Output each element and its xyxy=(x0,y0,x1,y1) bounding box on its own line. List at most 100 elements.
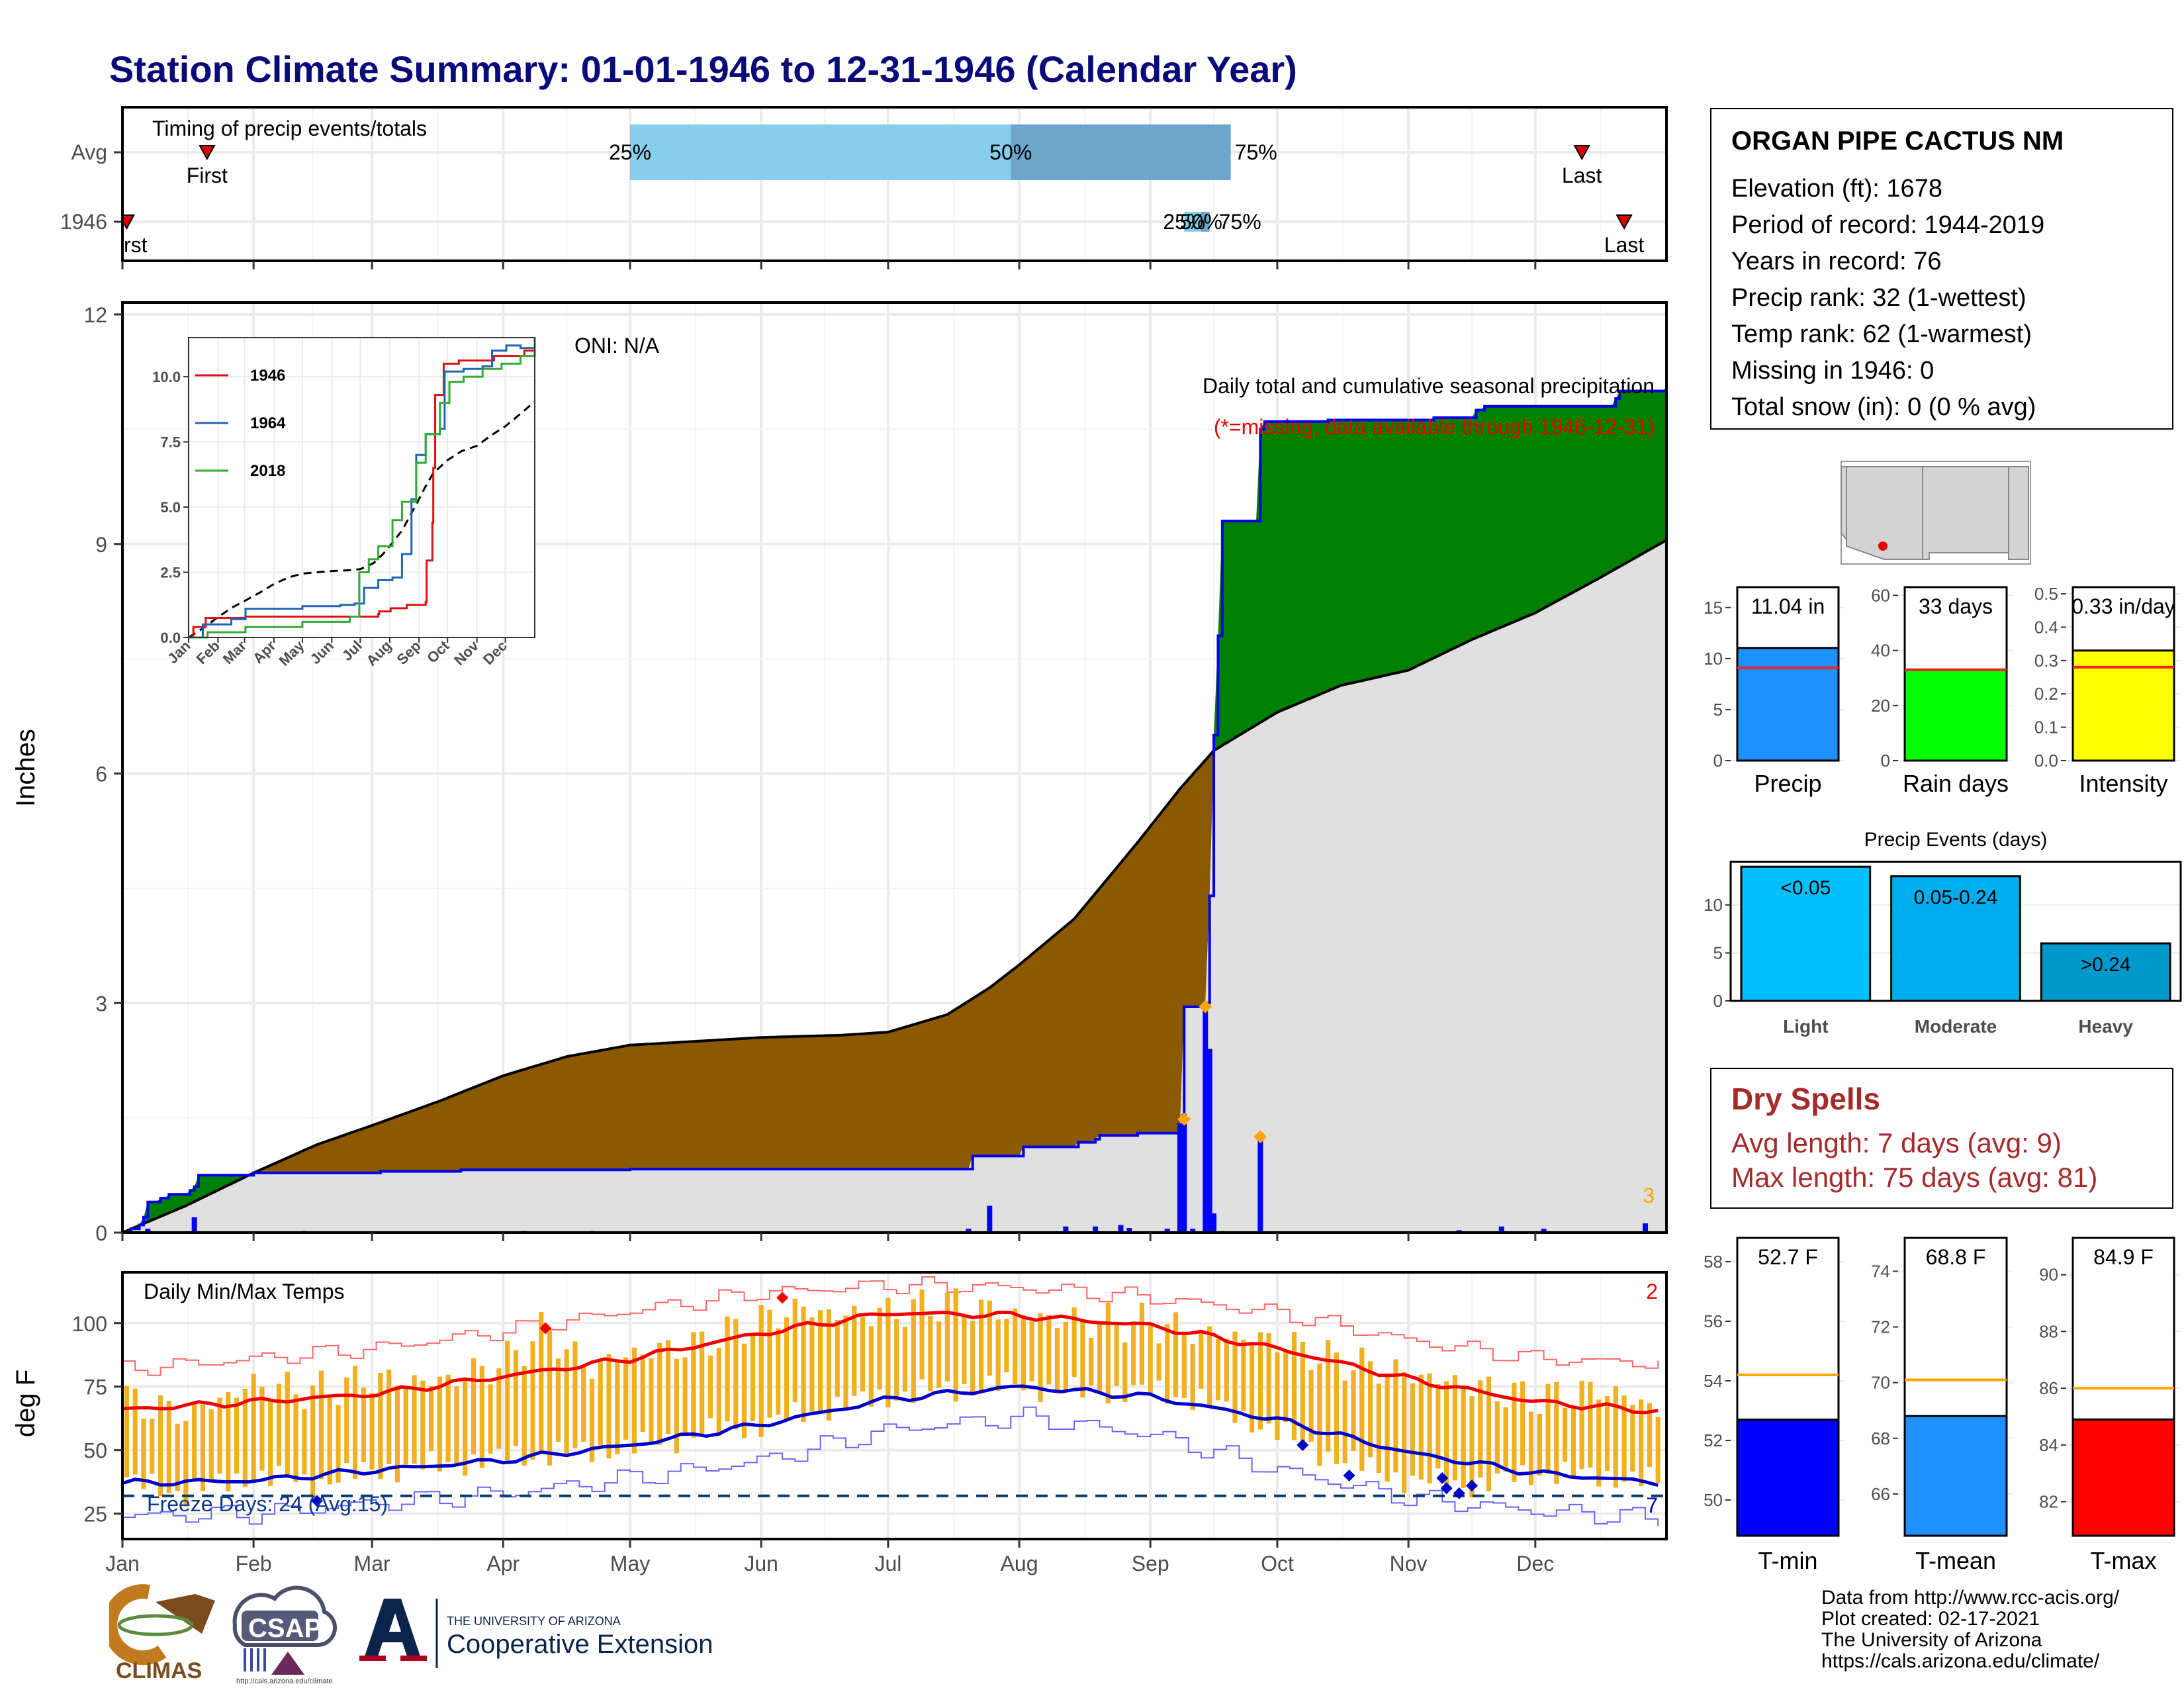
temp-daily-range-bar xyxy=(183,1421,189,1507)
precip-daily-bar xyxy=(1063,1226,1069,1233)
temp-y-tick-label: 100 xyxy=(72,1312,107,1336)
precip-daily-bar xyxy=(1541,1229,1547,1233)
temp-daily-range-bar xyxy=(352,1366,358,1479)
precip-event-marker xyxy=(1177,1112,1191,1126)
temp-daily-range-bar xyxy=(674,1358,679,1454)
rain_days-y-tick-label: 60 xyxy=(1871,585,1890,605)
temp-daily-range-bar xyxy=(852,1305,857,1396)
temp-daily-range-bar xyxy=(1385,1373,1390,1482)
temp-daily-range-bar xyxy=(598,1362,603,1446)
precip-above-average-area xyxy=(122,388,1666,1233)
temp-daily-range-bar xyxy=(1562,1407,1568,1462)
temp-daily-range-bar xyxy=(936,1321,942,1388)
temp-daily-range-bar xyxy=(1215,1339,1221,1401)
intensity-y-tick-label: 0.2 xyxy=(2034,684,2058,704)
intensity-y-tick-label: 0.4 xyxy=(2034,617,2058,637)
precip-y-tick-label: 3 xyxy=(95,992,107,1015)
credit-url: https://cals.arizona.edu/climate/ xyxy=(1821,1650,2100,1672)
tmin_bar-category-label: T-min xyxy=(1758,1547,1818,1574)
temp-daily-range-bar xyxy=(336,1405,341,1483)
rain_days-y-tick-label: 20 xyxy=(1871,696,1890,716)
month-label: May xyxy=(610,1552,650,1575)
temp-daily-range-bar xyxy=(978,1299,984,1391)
temp-daily-range-bar xyxy=(792,1298,797,1403)
temp-daily-range-bar xyxy=(1241,1339,1246,1411)
temp-daily-range-bar xyxy=(234,1397,240,1474)
temp-daily-range-bar xyxy=(1512,1382,1517,1482)
timing-pct-75: 75% xyxy=(1235,140,1277,164)
temp-daily-range-bar xyxy=(412,1375,417,1464)
inset-legend-label: 1964 xyxy=(250,414,286,432)
temp-daily-range-bar xyxy=(217,1397,222,1474)
total_precip-y-tick-label: 5 xyxy=(1713,700,1723,720)
temp-daily-range-bar xyxy=(1063,1321,1068,1393)
precip-daily-bar xyxy=(1181,1113,1187,1233)
temp-daily-range-bar xyxy=(1469,1396,1475,1498)
temp-daily-range-bar xyxy=(454,1386,459,1465)
temp-daily-range-bar xyxy=(801,1306,806,1422)
tmean_bar-chart: 68.8 F 66 68 70 72 74 T-mean xyxy=(1871,1237,2013,1574)
temp-daily-range-bar xyxy=(463,1378,468,1476)
temp-daily-range-bar xyxy=(877,1307,882,1390)
inset-bg xyxy=(189,338,535,637)
temp-daily-range-bar xyxy=(124,1385,129,1477)
month-label: Sep xyxy=(1132,1552,1169,1575)
month-label: Jun xyxy=(744,1552,778,1575)
temp-daily-range-bar xyxy=(1351,1370,1356,1451)
tmin_bar-y-tick-label: 58 xyxy=(1704,1252,1723,1272)
temp-daily-range-bar xyxy=(995,1319,1001,1391)
temp-daily-range-bar xyxy=(555,1358,561,1442)
dry-spells-max: Max length: 75 days (avg: 81) xyxy=(1731,1162,2098,1193)
record-low-marker xyxy=(1343,1470,1355,1482)
tmax_bar-y-tick-label: 84 xyxy=(2039,1435,2058,1455)
station-period: Period of record: 1944-2019 xyxy=(1731,211,2045,239)
month-label: Nov xyxy=(1390,1552,1428,1575)
temp-daily-range-bar xyxy=(285,1372,290,1478)
month-label: Feb xyxy=(236,1552,272,1575)
temp-daily-range-bar xyxy=(1326,1340,1331,1452)
precip-events-bar-label: 0.05-0.24 xyxy=(1914,887,1998,909)
intensity-y-tick-label: 0.0 xyxy=(2034,751,2058,771)
precip-daily-bar xyxy=(966,1229,972,1233)
month-label: Jan xyxy=(105,1552,140,1575)
temp-daily-range-bar xyxy=(1359,1347,1365,1472)
inset-average-line xyxy=(188,400,535,639)
precip-daily-bar xyxy=(1203,1010,1208,1233)
timing-pct-25: 25% xyxy=(609,140,651,164)
rain_days-y-tick-label: 0 xyxy=(1881,751,1890,771)
precip-daily-bar xyxy=(191,1217,197,1233)
temp-daily-range-bar xyxy=(141,1418,146,1489)
temp-daily-range-bar xyxy=(479,1366,484,1468)
temp-daily-range-bar xyxy=(1071,1307,1077,1378)
temp-daily-range-bar xyxy=(894,1319,899,1401)
inset-y-tick-label: 2.5 xyxy=(160,565,181,581)
freeze-days-label: Freeze Days: 24 (Avg:15) xyxy=(147,1492,388,1516)
rain_days-value-bar xyxy=(1903,669,2008,762)
temp-daily-range-bar xyxy=(166,1401,171,1493)
csap-logo-url: http://cals.arizona.edu/climate xyxy=(236,1677,333,1685)
temp-daily-range-bar xyxy=(1089,1337,1094,1386)
temp-daily-range-bar xyxy=(471,1358,477,1455)
temp-daily-range-bar xyxy=(1224,1338,1229,1402)
tmax_bar-y-tick-label: 90 xyxy=(2039,1265,2058,1285)
temp-daily-range-bar xyxy=(488,1384,493,1454)
temp-daily-range-bar xyxy=(1604,1395,1610,1471)
precip-events-bar-label: >0.24 xyxy=(2081,954,2131,976)
tmin_bar-y-tick-label: 50 xyxy=(1704,1490,1723,1510)
precip-events-bar-label: <0.05 xyxy=(1780,877,1831,899)
inset-series-2018 xyxy=(189,338,536,639)
temp-daily-range-bar xyxy=(1494,1401,1500,1474)
temp-daily-range-bar xyxy=(310,1385,316,1498)
temp-daily-range-bar xyxy=(505,1340,510,1463)
temp-daily-range-bar xyxy=(1528,1411,1534,1485)
ua-logo: THE UNIVERSITY OF ARIZONA Cooperative Ex… xyxy=(359,1599,713,1668)
temp-daily-range-bar xyxy=(1021,1315,1026,1391)
tmean_bar-y-tick-label: 66 xyxy=(1871,1484,1890,1504)
temp-daily-range-bar xyxy=(1427,1373,1432,1483)
tmax_bar-value-label: 84.9 F xyxy=(2093,1245,2154,1269)
temp-daily-range-bar xyxy=(293,1394,298,1482)
record-high-marker xyxy=(776,1291,789,1304)
station-snow: Total snow (in): 0 (0 % avg) xyxy=(1731,393,2036,421)
